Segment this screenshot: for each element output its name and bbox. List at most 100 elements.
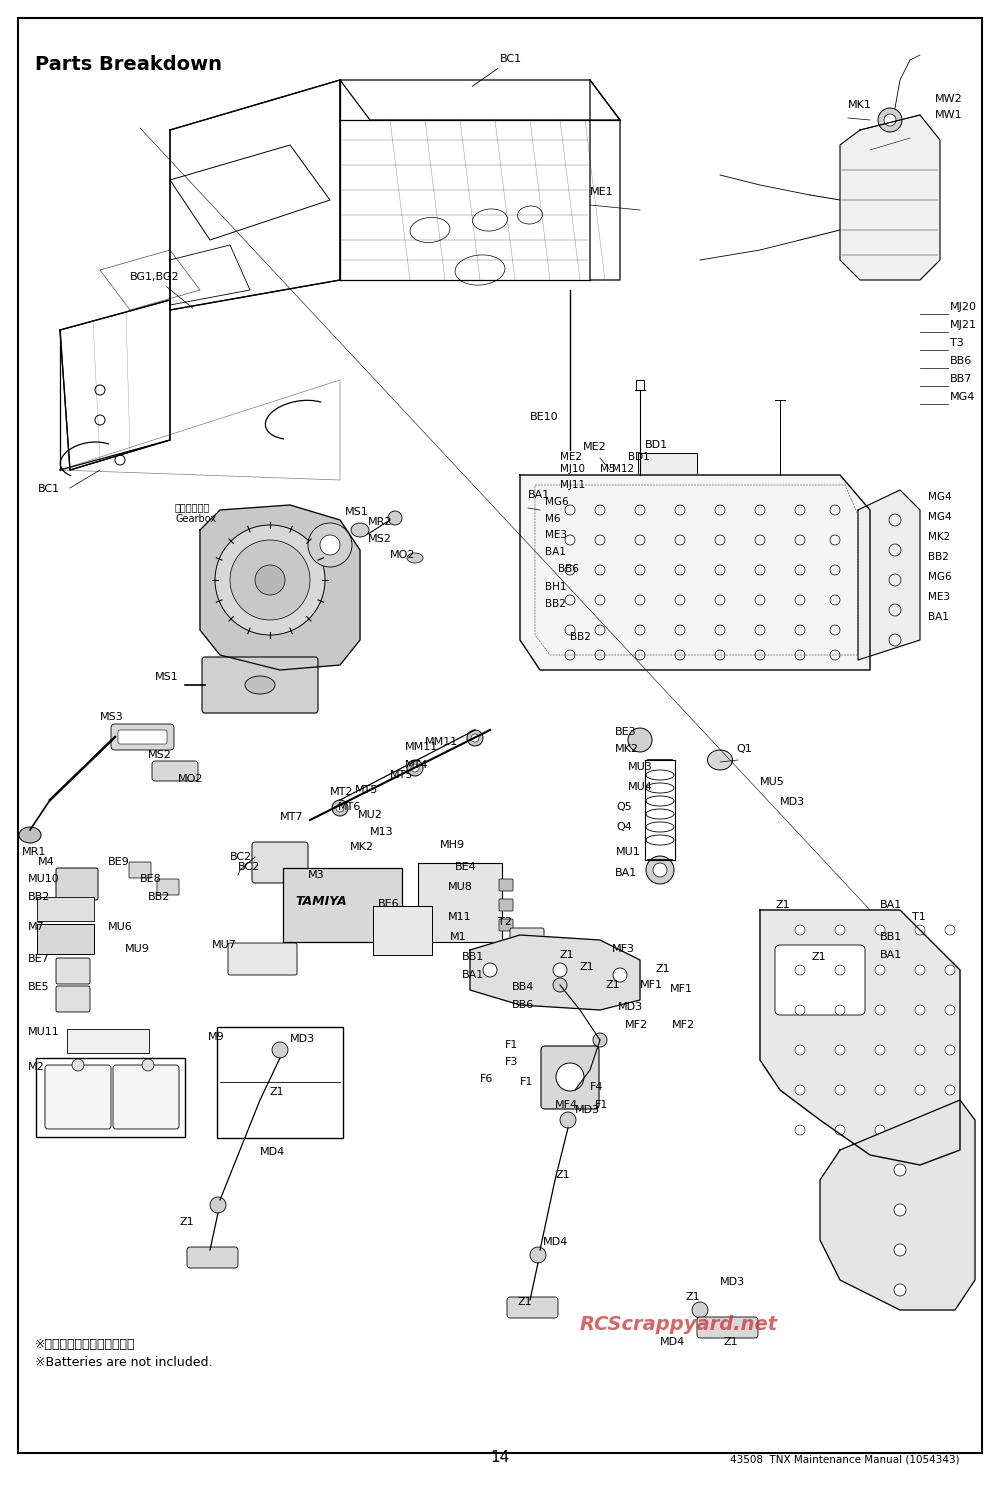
Circle shape bbox=[875, 1126, 885, 1135]
Circle shape bbox=[884, 114, 896, 126]
Circle shape bbox=[894, 1164, 906, 1176]
Circle shape bbox=[646, 855, 674, 884]
Text: Z1: Z1 bbox=[685, 1292, 700, 1302]
FancyBboxPatch shape bbox=[252, 842, 308, 884]
Text: F4: F4 bbox=[590, 1083, 604, 1091]
Text: MU6: MU6 bbox=[108, 922, 133, 933]
Text: BG1,BG2: BG1,BG2 bbox=[130, 272, 193, 309]
FancyBboxPatch shape bbox=[283, 869, 402, 941]
Text: MU11: MU11 bbox=[28, 1028, 60, 1037]
Text: MF4: MF4 bbox=[555, 1100, 578, 1109]
Circle shape bbox=[593, 1034, 607, 1047]
Circle shape bbox=[255, 564, 285, 595]
Polygon shape bbox=[60, 300, 170, 469]
Circle shape bbox=[875, 925, 885, 936]
Text: MD3: MD3 bbox=[720, 1277, 745, 1287]
Text: Z1: Z1 bbox=[555, 1170, 570, 1181]
Ellipse shape bbox=[410, 217, 450, 242]
Text: ME3: ME3 bbox=[928, 593, 950, 601]
Text: MK2: MK2 bbox=[615, 744, 639, 754]
Text: MU8: MU8 bbox=[448, 882, 473, 892]
FancyBboxPatch shape bbox=[111, 725, 174, 750]
Text: BB2: BB2 bbox=[570, 633, 591, 642]
Text: Q4: Q4 bbox=[616, 823, 632, 832]
Circle shape bbox=[795, 1005, 805, 1016]
Text: ※Batteries are not included.: ※Batteries are not included. bbox=[35, 1356, 212, 1369]
Circle shape bbox=[915, 925, 925, 936]
Text: MS2: MS2 bbox=[148, 750, 172, 760]
Circle shape bbox=[835, 965, 845, 976]
Text: BA1: BA1 bbox=[928, 612, 949, 622]
Circle shape bbox=[945, 1005, 955, 1016]
Text: MT5: MT5 bbox=[390, 771, 413, 780]
FancyBboxPatch shape bbox=[775, 944, 865, 1016]
Ellipse shape bbox=[473, 209, 507, 232]
Text: ME1: ME1 bbox=[590, 187, 614, 198]
Text: MJ21: MJ21 bbox=[950, 319, 977, 330]
Circle shape bbox=[407, 760, 423, 777]
Circle shape bbox=[878, 108, 902, 132]
Circle shape bbox=[835, 925, 845, 936]
Circle shape bbox=[142, 1059, 154, 1071]
Text: Z1: Z1 bbox=[518, 1296, 533, 1307]
Text: MH9: MH9 bbox=[440, 841, 465, 849]
Text: Z1: Z1 bbox=[180, 1218, 195, 1227]
Text: T1: T1 bbox=[912, 912, 926, 922]
Text: MU4: MU4 bbox=[628, 783, 653, 792]
Text: MG6: MG6 bbox=[545, 497, 569, 506]
Text: M12: M12 bbox=[612, 463, 634, 474]
Text: TAMIYA: TAMIYA bbox=[295, 895, 347, 907]
FancyBboxPatch shape bbox=[56, 869, 98, 900]
Text: MS1: MS1 bbox=[345, 506, 369, 517]
Text: BE6: BE6 bbox=[378, 898, 400, 909]
Circle shape bbox=[553, 979, 567, 992]
Circle shape bbox=[795, 925, 805, 936]
Circle shape bbox=[308, 523, 352, 567]
Circle shape bbox=[894, 1244, 906, 1256]
Text: BE5: BE5 bbox=[28, 982, 50, 992]
FancyBboxPatch shape bbox=[541, 1045, 599, 1109]
Text: 43508  TNX Maintenance Manual (1054343): 43508 TNX Maintenance Manual (1054343) bbox=[730, 1454, 960, 1464]
Text: M2: M2 bbox=[28, 1062, 45, 1072]
Polygon shape bbox=[820, 1100, 975, 1310]
Text: MT2: MT2 bbox=[330, 787, 354, 797]
Circle shape bbox=[530, 1247, 546, 1264]
Circle shape bbox=[875, 1005, 885, 1016]
Text: F1: F1 bbox=[505, 1040, 518, 1050]
FancyBboxPatch shape bbox=[507, 1296, 558, 1319]
FancyBboxPatch shape bbox=[36, 1057, 185, 1138]
Circle shape bbox=[568, 1083, 582, 1097]
Text: M11: M11 bbox=[448, 912, 472, 922]
Text: Z1: Z1 bbox=[812, 952, 827, 962]
Text: MO2: MO2 bbox=[390, 549, 416, 560]
FancyBboxPatch shape bbox=[228, 943, 297, 976]
Ellipse shape bbox=[455, 255, 505, 285]
Circle shape bbox=[835, 1086, 845, 1094]
Text: BB6: BB6 bbox=[558, 564, 579, 575]
Text: Z1: Z1 bbox=[580, 962, 595, 973]
Text: BB2: BB2 bbox=[28, 892, 50, 901]
Text: M5: M5 bbox=[600, 463, 616, 474]
Text: MU3: MU3 bbox=[628, 762, 653, 772]
Circle shape bbox=[795, 1126, 805, 1135]
Text: MT4: MT4 bbox=[405, 760, 428, 771]
Text: BB1: BB1 bbox=[462, 952, 484, 962]
FancyBboxPatch shape bbox=[418, 863, 502, 941]
Circle shape bbox=[72, 1059, 84, 1071]
Text: MU5: MU5 bbox=[760, 777, 785, 787]
Text: Z1: Z1 bbox=[270, 1087, 285, 1097]
Text: M9: M9 bbox=[208, 1032, 225, 1042]
Text: MG4: MG4 bbox=[928, 492, 952, 502]
Text: M3: M3 bbox=[308, 870, 325, 881]
Polygon shape bbox=[470, 936, 640, 1010]
Text: MD3: MD3 bbox=[575, 1105, 600, 1115]
Polygon shape bbox=[520, 475, 870, 670]
Polygon shape bbox=[840, 114, 940, 281]
Text: BB7: BB7 bbox=[950, 374, 972, 385]
Text: F3: F3 bbox=[505, 1057, 518, 1068]
Text: BE3: BE3 bbox=[615, 728, 637, 737]
Text: MK2: MK2 bbox=[928, 532, 950, 542]
FancyBboxPatch shape bbox=[118, 731, 167, 744]
Text: Q1: Q1 bbox=[736, 744, 752, 754]
Text: M1: M1 bbox=[450, 933, 467, 941]
